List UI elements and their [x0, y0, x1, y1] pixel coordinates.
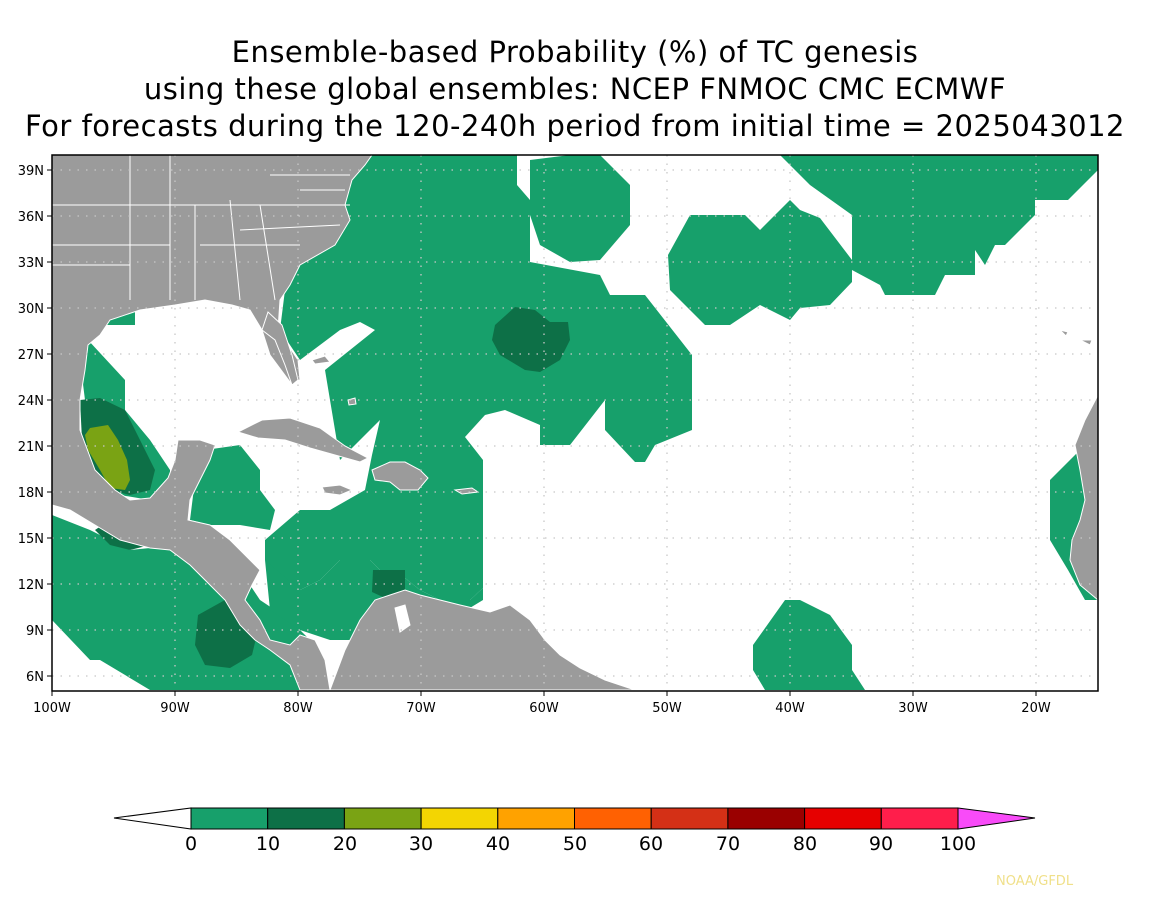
lon-label: 40W — [775, 701, 805, 716]
colorbar-label: 90 — [869, 833, 893, 855]
colorbar-label: 50 — [563, 833, 587, 855]
lat-label: 39N — [18, 164, 44, 179]
lon-label: 60W — [529, 701, 559, 716]
lon-label: 30W — [898, 701, 928, 716]
credit-label: NOAA/GFDL — [996, 874, 1074, 889]
lat-label: 27N — [18, 348, 44, 363]
lat-label: 18N — [18, 486, 44, 501]
lon-label: 20W — [1021, 701, 1051, 716]
lat-label: 12N — [18, 578, 44, 593]
colorbar-label: 40 — [486, 833, 510, 855]
colorbar-label: 10 — [256, 833, 280, 855]
colorbar-label: 100 — [940, 833, 976, 855]
state-borders — [52, 155, 350, 301]
colorbar-swatch — [574, 807, 652, 830]
colorbar-swatch — [880, 807, 959, 830]
colorbar-swatch — [343, 807, 422, 830]
colorbar-label: 20 — [333, 833, 357, 855]
probability-20-30-regions — [85, 425, 130, 490]
lon-label: 90W — [160, 701, 190, 716]
probability-0-10-regions — [52, 155, 1098, 690]
colorbar-below-triangle — [113, 807, 192, 830]
colorbar-swatch — [497, 807, 575, 830]
map-title-line-1: Ensemble-based Probability (%) of TC gen… — [231, 35, 919, 69]
lat-label: 21N — [18, 440, 44, 455]
colorbar-above-triangle — [957, 807, 1036, 830]
lat-label: 36N — [18, 210, 44, 225]
colorbar-label: 70 — [716, 833, 740, 855]
lon-ticks — [51, 691, 1037, 696]
lon-label: 100W — [33, 701, 71, 716]
colorbar-swatch — [267, 807, 345, 830]
lat-label: 24N — [18, 394, 44, 409]
lat-label: 30N — [18, 302, 44, 317]
map-title-line-3: For forecasts during the 120-240h period… — [24, 109, 1126, 143]
colorbar-swatch — [190, 807, 269, 830]
colorbar-labels: 0 10 20 30 40 50 60 70 80 90 100 — [185, 833, 976, 855]
colorbar-label: 60 — [639, 833, 663, 855]
lat-ticks — [47, 169, 52, 677]
colorbar-swatch — [804, 807, 882, 830]
map-title-line-2: using these global ensembles: NCEP FNMOC… — [143, 72, 1007, 106]
colorbar — [113, 807, 1036, 830]
colorbar-swatches — [190, 807, 959, 830]
lat-label: 33N — [18, 256, 44, 271]
lon-label: 50W — [652, 701, 682, 716]
colorbar-label: 0 — [185, 833, 197, 855]
lat-labels: 39N 36N 33N 30N 27N 24N 21N 18N 15N 12N … — [18, 164, 44, 685]
map-frame — [51, 154, 1099, 692]
colorbar-label: 80 — [793, 833, 817, 855]
colorbar-swatch — [650, 807, 729, 830]
lat-label: 6N — [26, 670, 44, 685]
land-masses — [52, 155, 1098, 691]
colorbar-swatch — [727, 807, 806, 830]
colorbar-label: 30 — [409, 833, 433, 855]
map-plot-area — [52, 155, 1098, 691]
lon-label: 70W — [406, 701, 436, 716]
colorbar-swatch — [420, 807, 499, 830]
lon-labels: 100W 90W 80W 70W 60W 50W 40W 30W 20W — [33, 701, 1051, 716]
lat-label: 15N — [18, 532, 44, 547]
lon-label: 80W — [283, 701, 313, 716]
lat-label: 9N — [26, 624, 44, 639]
